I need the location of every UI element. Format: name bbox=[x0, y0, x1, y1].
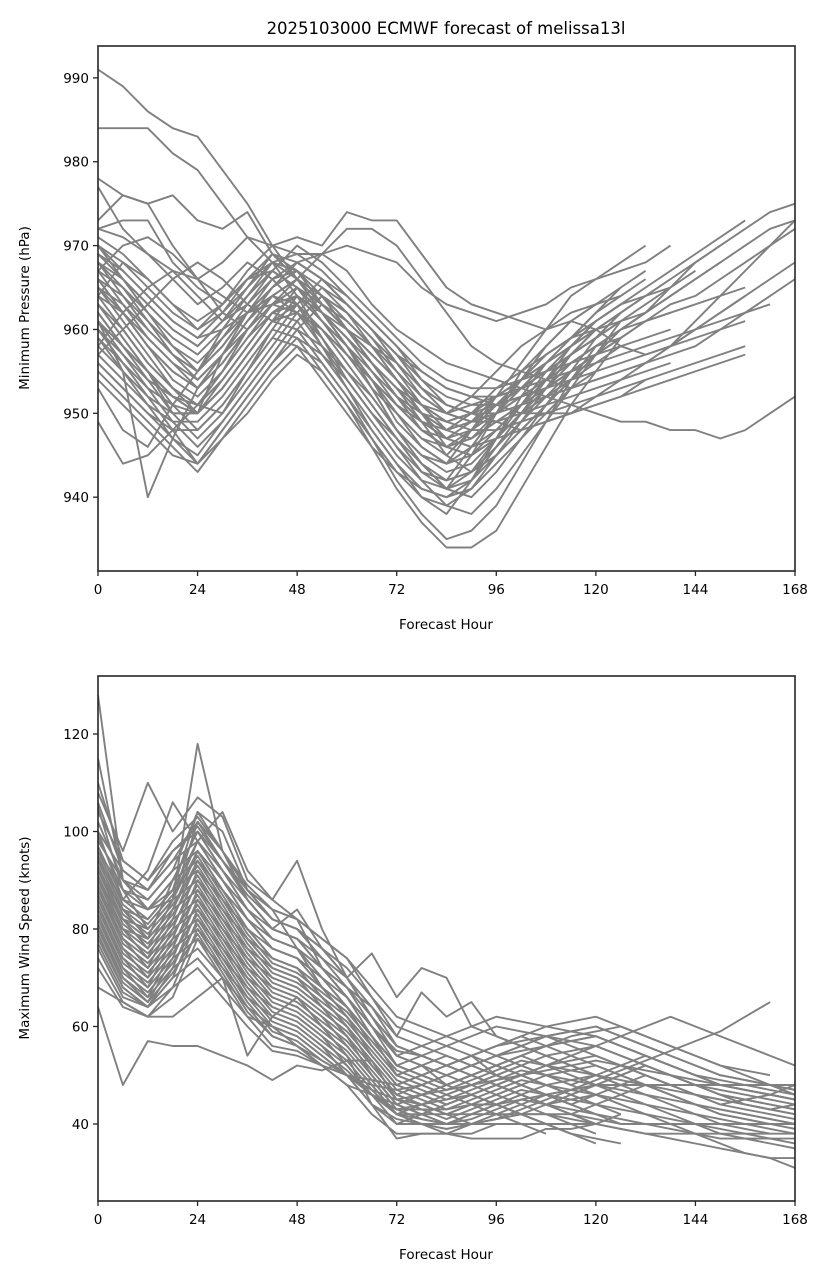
pressure-y-tick-label: 980 bbox=[63, 155, 89, 171]
wind-series-line-member-26 bbox=[98, 782, 795, 1125]
pressure-series-line-member-31 bbox=[98, 253, 771, 398]
wind-x-tick-label: 0 bbox=[94, 1212, 103, 1228]
pressure-series-line-member-06 bbox=[98, 219, 795, 390]
pressure-member-lines bbox=[98, 68, 795, 549]
wind-y-axis: 40 60 80 100 120 bbox=[63, 727, 98, 1133]
wind-x-tick-label: 48 bbox=[289, 1212, 306, 1228]
wind-series-line-member-39 bbox=[98, 933, 795, 1101]
wind-x-tick-label: 72 bbox=[388, 1212, 405, 1228]
wind-x-tick-label: 24 bbox=[189, 1212, 206, 1228]
wind-series-line-member-19 bbox=[98, 1006, 795, 1160]
pressure-x-tick-label: 168 bbox=[782, 582, 808, 598]
wind-y-tick-label: 60 bbox=[72, 1019, 89, 1035]
wind-x-tick-label: 144 bbox=[683, 1212, 709, 1228]
pressure-series-line-member-09 bbox=[98, 236, 672, 331]
wind-x-axis-label: Forecast Hour bbox=[399, 1247, 493, 1263]
pressure-x-tick-label: 0 bbox=[94, 582, 103, 598]
pressure-x-axis-label: Forecast Hour bbox=[399, 617, 493, 633]
pressure-series-line-member-43 bbox=[98, 303, 622, 482]
pressure-x-axis: 0 24 48 72 96 120 144 168 bbox=[94, 571, 808, 598]
wind-subplot: 0 24 48 72 96 120 144 168 40 60 80 100 120 Forecast… bbox=[17, 675, 808, 1263]
pressure-x-tick-label: 96 bbox=[488, 582, 505, 598]
wind-x-tick-label: 96 bbox=[488, 1212, 505, 1228]
wind-series-line-member-40 bbox=[98, 943, 795, 1091]
wind-series-line-member-50 bbox=[98, 918, 795, 1111]
wind-series-line-member-49 bbox=[98, 909, 771, 1125]
pressure-series-line-member-30 bbox=[98, 244, 671, 390]
pressure-x-tick-label: 144 bbox=[683, 582, 709, 598]
figure-title: 2025103000 ECMWF forecast of melissa13l bbox=[267, 19, 626, 38]
pressure-series-line-member-35 bbox=[98, 236, 646, 432]
pressure-y-tick-label: 950 bbox=[63, 406, 89, 422]
pressure-y-axis-label: Minimum Pressure (hPa) bbox=[17, 226, 33, 390]
pressure-x-tick-label: 120 bbox=[583, 582, 609, 598]
wind-series-line-member-48 bbox=[98, 899, 795, 1135]
pressure-y-tick-label: 970 bbox=[63, 239, 89, 255]
wind-series-line-member-28 bbox=[98, 821, 795, 1091]
pressure-series-line-member-05 bbox=[98, 194, 795, 356]
wind-x-tick-label: 120 bbox=[583, 1212, 609, 1228]
wind-x-axis: 0 24 48 72 96 120 144 168 bbox=[94, 1201, 808, 1228]
wind-series-line-member-45 bbox=[98, 870, 795, 1135]
pressure-series-line-member-22 bbox=[98, 337, 622, 549]
pressure-y-tick-label: 960 bbox=[63, 322, 89, 338]
pressure-series-line-member-19 bbox=[98, 261, 622, 499]
pressure-series-line-member-46 bbox=[98, 311, 622, 507]
wind-y-tick-label: 120 bbox=[63, 727, 89, 743]
pressure-x-tick-label: 72 bbox=[388, 582, 405, 598]
pressure-series-line-member-50 bbox=[98, 270, 696, 415]
pressure-x-tick-label: 48 bbox=[289, 582, 306, 598]
wind-series-line-member-46 bbox=[98, 879, 795, 1145]
pressure-y-tick-label: 990 bbox=[63, 71, 89, 87]
pressure-series-line-member-33 bbox=[98, 253, 746, 415]
pressure-y-axis: 940 950 960 970 980 990 bbox=[63, 71, 98, 506]
wind-series-line-member-43 bbox=[98, 850, 795, 1116]
wind-y-tick-label: 40 bbox=[72, 1117, 89, 1133]
wind-y-tick-label: 80 bbox=[72, 922, 89, 938]
pressure-series-line-member-45 bbox=[98, 320, 597, 499]
pressure-series-line-member-34 bbox=[98, 244, 671, 423]
wind-axes-frame bbox=[97, 675, 796, 1202]
wind-series-line-member-41 bbox=[98, 825, 795, 1106]
wind-member-lines bbox=[98, 694, 795, 1169]
pressure-subplot: 0 24 48 72 96 120 144 168 940 950 960 970 980 990 Fo… bbox=[17, 45, 808, 633]
pressure-x-tick-label: 24 bbox=[189, 582, 206, 598]
wind-x-tick-label: 168 bbox=[782, 1212, 808, 1228]
wind-y-tick-label: 100 bbox=[63, 825, 89, 841]
wind-y-axis-label: Maximum Wind Speed (knots) bbox=[17, 836, 33, 1039]
pressure-series-line-member-51 bbox=[98, 311, 671, 448]
wind-series-line-member-51 bbox=[98, 928, 795, 1101]
pressure-axes-frame bbox=[97, 45, 796, 572]
pressure-y-tick-label: 940 bbox=[63, 490, 89, 506]
wind-series-line-member-42 bbox=[98, 811, 795, 1096]
